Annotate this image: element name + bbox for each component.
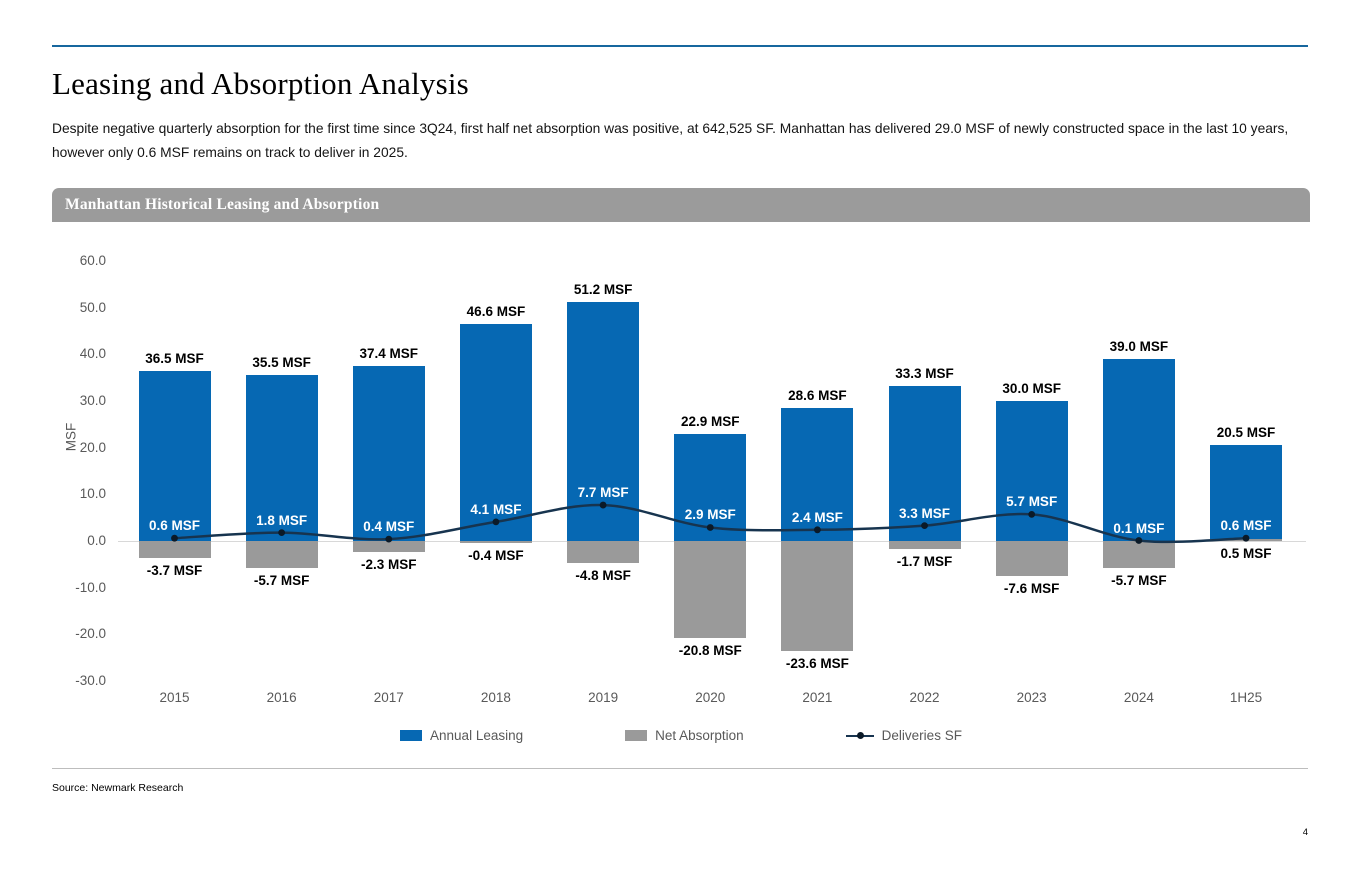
bar-annual-leasing — [1102, 359, 1175, 541]
y-axis-tick-label: -30.0 — [75, 673, 106, 688]
bar-annual-leasing — [674, 434, 747, 541]
page-title: Leasing and Absorption Analysis — [52, 66, 469, 101]
annual-leasing-value-label: 37.4 MSF — [359, 346, 419, 362]
y-axis-tick-label: 10.0 — [79, 486, 106, 502]
x-axis-tick-label: 2019 — [588, 690, 619, 705]
annual-leasing-value-label: 22.9 MSF — [680, 414, 740, 430]
deliveries-value-label: 1.8 MSF — [256, 512, 308, 528]
net-absorption-value-label: -5.7 MSF — [253, 572, 310, 588]
deliveries-value-label: 7.7 MSF — [577, 485, 629, 501]
bar-net-absorption — [138, 541, 211, 559]
net-absorption-value-label: -20.8 MSF — [678, 643, 742, 659]
bar-net-absorption — [567, 541, 640, 564]
deliveries-value-label: 0.1 MSF — [1113, 520, 1165, 536]
annual-leasing-value-label: 28.6 MSF — [788, 387, 847, 403]
net-absorption-value-label: -1.7 MSF — [896, 553, 953, 569]
net-absorption-value-label: -0.4 MSF — [468, 547, 524, 563]
chart-banner-title: Manhattan Historical Leasing and Absorpt… — [65, 196, 380, 213]
net-absorption-value-label: -2.3 MSF — [361, 556, 417, 572]
bar-net-absorption — [459, 541, 532, 543]
net-absorption-value-label: 0.5 MSF — [1220, 546, 1272, 561]
deliveries-value-label: 3.3 MSF — [899, 505, 951, 521]
x-axis-tick-label: 2024 — [1123, 690, 1154, 705]
y-axis-tick-label: 60.0 — [79, 253, 106, 268]
x-axis-tick-label: 2018 — [480, 690, 511, 705]
page-intro: Despite negative quarterly absorption fo… — [52, 121, 1289, 160]
legend-label: Deliveries SF — [881, 728, 962, 743]
deliveries-value-label: 2.9 MSF — [684, 507, 736, 523]
annual-leasing-value-label: 51.2 MSF — [573, 282, 633, 298]
source-note: Source: Newmark Research — [52, 782, 184, 794]
y-axis-tick-label: -10.0 — [75, 579, 106, 595]
net-absorption-value-label: -4.8 MSF — [575, 568, 631, 584]
bar-net-absorption — [245, 541, 318, 568]
annual-leasing-value-label: 46.6 MSF — [466, 303, 526, 319]
page-number: 4 — [1302, 827, 1308, 838]
bar-net-absorption — [1210, 538, 1282, 541]
bar-net-absorption — [781, 541, 854, 652]
legend-item-annual-leasing: Annual Leasing — [400, 728, 523, 743]
legend-item-net-absorption: Net Absorption — [625, 728, 744, 743]
y-axis-tick-label: 50.0 — [79, 299, 106, 315]
annual-leasing-value-label: 36.5 MSF — [145, 350, 204, 366]
x-axis-tick-label: 2021 — [802, 690, 833, 705]
net-absorption-value-label: -3.7 MSF — [146, 563, 203, 579]
y-axis-tick-label: 0.0 — [87, 533, 106, 548]
annual-leasing-value-label: 33.3 MSF — [895, 365, 954, 381]
x-axis-tick-label: 2016 — [266, 690, 297, 705]
chart-legend: Annual Leasing Net Absorption Deliveries S… — [52, 728, 1310, 743]
annual-leasing-value-label: 20.5 MSF — [1216, 425, 1276, 441]
bar-net-absorption — [995, 541, 1068, 577]
bar-annual-leasing — [138, 370, 211, 541]
bar-net-absorption — [888, 541, 961, 549]
annual-leasing-value-label: 39.0 MSF — [1109, 339, 1169, 354]
deliveries-value-label: 5.7 MSF — [1006, 494, 1058, 510]
x-axis-tick-label: 2017 — [373, 690, 404, 705]
net-absorption-value-label: -5.7 MSF — [1111, 572, 1167, 588]
bar-net-absorption — [674, 541, 747, 639]
deliveries-value-label: 0.6 MSF — [148, 518, 200, 534]
deliveries-value-label: 0.6 MSF — [1220, 518, 1272, 534]
net-absorption-swatch-icon — [625, 730, 648, 741]
annual-leasing-swatch-icon — [400, 730, 423, 741]
bar-annual-leasing — [995, 401, 1068, 541]
deliveries-value-label: 2.4 MSF — [791, 509, 843, 525]
deliveries-value-label: 4.1 MSF — [470, 501, 522, 517]
bar-net-absorption — [1102, 541, 1175, 568]
deliveries-value-label: 0.4 MSF — [363, 519, 415, 535]
accent-rule — [52, 45, 1308, 47]
legend-item-deliveries-sf: Deliveries SF — [845, 728, 962, 743]
deliveries-line-marker-icon — [845, 730, 874, 741]
legend-label: Annual Leasing — [430, 728, 524, 743]
x-axis-tick-label: 2022 — [909, 690, 940, 705]
legend-label: Net Absorption — [655, 728, 744, 743]
y-axis-tick-label: 30.0 — [79, 393, 106, 408]
bar-annual-leasing — [567, 302, 640, 541]
net-absorption-value-label: -23.6 MSF — [785, 656, 849, 672]
annual-leasing-value-label: 35.5 MSF — [252, 355, 311, 371]
bar-annual-leasing — [352, 366, 425, 541]
x-axis-tick-label: 2020 — [695, 690, 726, 705]
x-axis-tick-label: 1H25 — [1229, 690, 1263, 705]
footer-rule — [52, 768, 1308, 769]
annual-leasing-value-label: 30.0 MSF — [1002, 381, 1061, 396]
net-absorption-value-label: -7.6 MSF — [1003, 581, 1060, 597]
bar-net-absorption — [352, 541, 425, 552]
y-axis-tick-label: 40.0 — [79, 346, 106, 362]
y-axis-tick-label: 20.0 — [79, 439, 106, 455]
x-axis-tick-label: 2023 — [1016, 690, 1047, 705]
y-axis-tick-label: -20.0 — [75, 626, 106, 642]
chart-banner: Manhattan Historical Leasing and Absorpt… — [52, 188, 1310, 222]
x-axis-tick-label: 2015 — [159, 690, 190, 705]
